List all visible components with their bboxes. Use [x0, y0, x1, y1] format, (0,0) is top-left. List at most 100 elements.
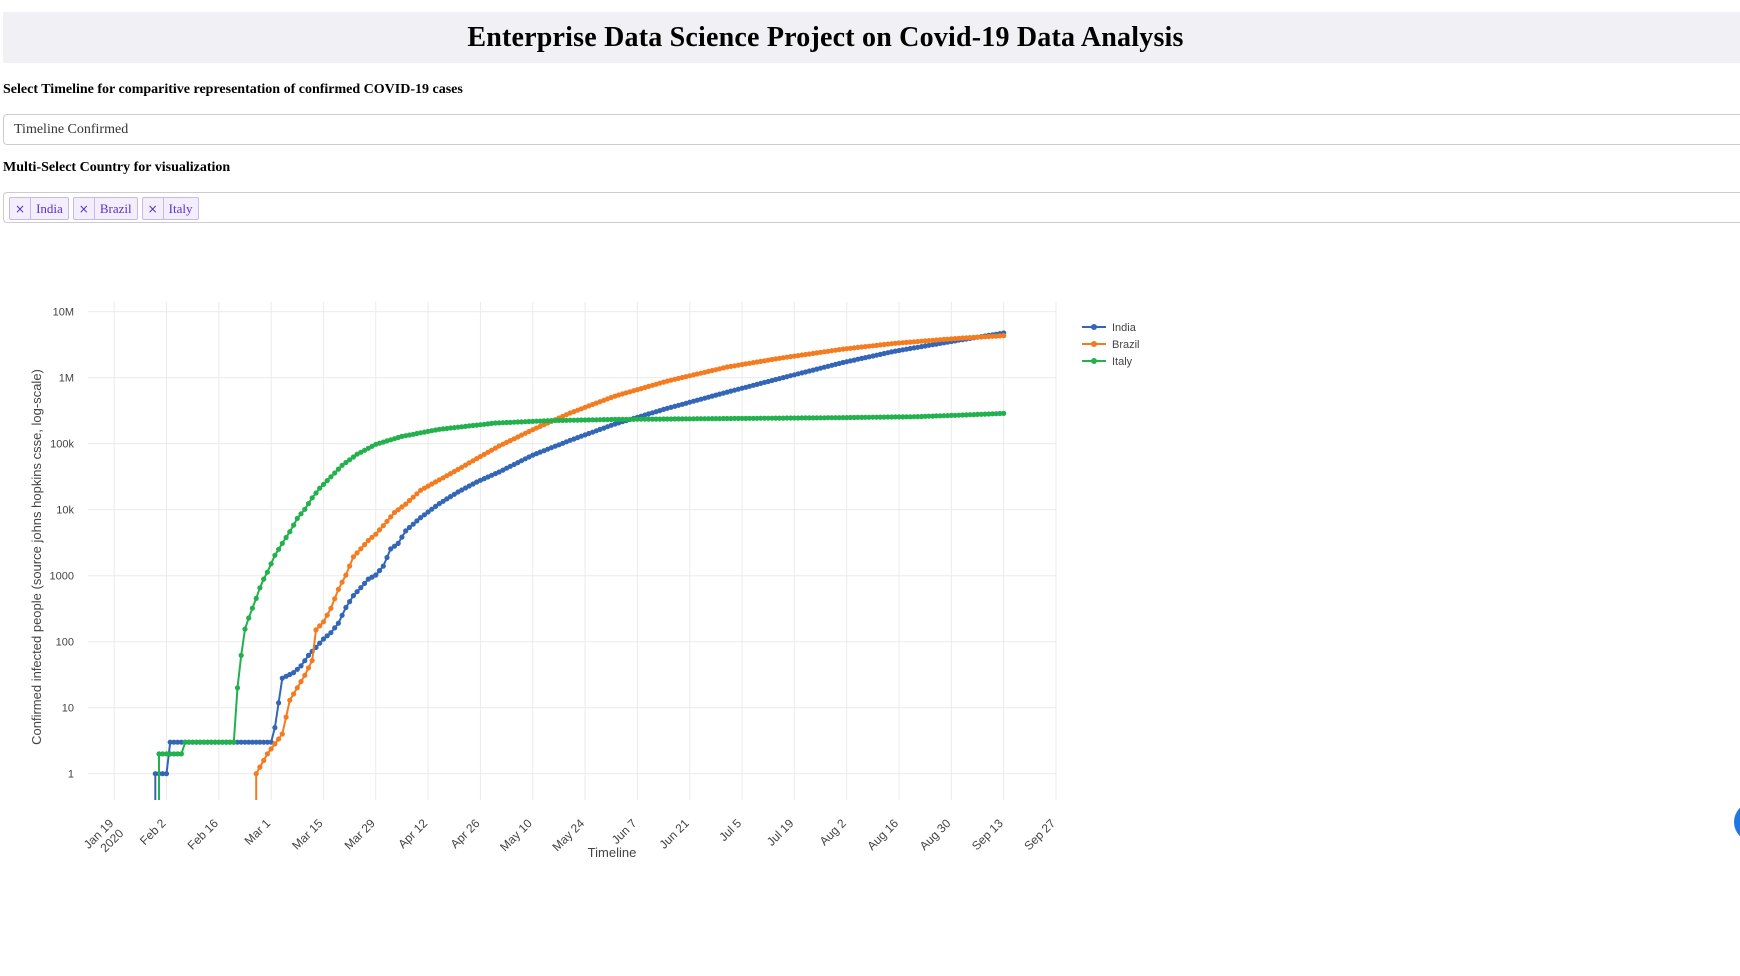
data-point	[960, 335, 966, 341]
data-point	[466, 460, 472, 466]
data-point	[178, 751, 184, 757]
legend: India Brazil Italy	[1082, 322, 1140, 368]
x-tick-label: Apr 26	[448, 816, 483, 851]
data-point	[201, 739, 207, 745]
data-point	[780, 415, 786, 421]
data-point	[347, 599, 353, 605]
remove-italy-icon[interactable]: ×	[143, 198, 164, 219]
data-point	[571, 417, 577, 423]
data-point	[205, 739, 211, 745]
data-point	[246, 615, 252, 621]
x-tick-label-group: Jun 21	[656, 816, 692, 852]
data-point	[283, 534, 289, 541]
data-point	[971, 412, 977, 418]
x-tick-label: Jun 7	[609, 816, 640, 847]
country-multiselect[interactable]: × India × Brazil × Italy	[3, 192, 1740, 223]
data-point	[601, 417, 607, 423]
data-point	[586, 417, 592, 423]
x-tick-label-group: Jun 7	[609, 816, 640, 847]
data-point	[440, 498, 446, 504]
data-point	[268, 561, 274, 567]
data-point	[963, 412, 969, 418]
data-point	[967, 335, 973, 341]
data-point	[930, 413, 936, 419]
data-point	[246, 739, 252, 745]
data-point	[705, 416, 712, 422]
legend-marker	[1091, 341, 1097, 347]
data-point	[881, 414, 887, 420]
data-point	[817, 415, 824, 421]
x-tick-label: Aug 30	[917, 816, 954, 853]
data-point	[238, 652, 244, 658]
data-point	[227, 739, 233, 745]
data-point	[948, 412, 955, 418]
data-point	[489, 420, 495, 426]
data-point	[986, 411, 992, 417]
data-point	[171, 739, 177, 745]
data-point	[623, 416, 629, 422]
data-point	[974, 334, 981, 340]
data-point	[997, 410, 1003, 417]
data-point	[732, 415, 738, 421]
country-tag-india: × India	[9, 197, 69, 220]
data-point	[291, 691, 297, 697]
remove-india-icon[interactable]: ×	[10, 198, 32, 219]
series-india	[152, 330, 1007, 800]
data-point	[668, 416, 674, 422]
data-point	[305, 501, 312, 507]
data-point	[817, 349, 824, 355]
data-point	[866, 343, 872, 349]
data-point	[261, 576, 267, 582]
data-point	[750, 415, 756, 421]
data-point	[903, 414, 910, 420]
data-point	[447, 471, 454, 477]
data-point	[406, 524, 412, 531]
y-tick-label: 100	[56, 637, 74, 649]
data-point	[877, 342, 883, 348]
data-point	[911, 414, 917, 420]
data-point	[496, 420, 502, 426]
x-tick-label: Jul 5	[716, 816, 744, 844]
data-point	[560, 417, 566, 423]
data-point	[406, 498, 412, 504]
legend-label: Italy	[1112, 356, 1133, 368]
x-tick-label-group: Feb 2	[137, 816, 169, 848]
data-point	[305, 665, 312, 671]
x-tick-label: Feb 16	[185, 816, 222, 853]
data-point	[885, 414, 891, 420]
data-point	[253, 739, 259, 745]
data-point	[810, 415, 816, 421]
data-point	[806, 415, 812, 421]
data-point	[608, 416, 614, 423]
data-point	[773, 415, 779, 421]
data-point	[724, 415, 730, 422]
x-tick-label-group: Mar 1	[242, 816, 274, 848]
data-point	[889, 414, 895, 420]
data-point	[328, 630, 334, 636]
series-brazil	[253, 333, 1007, 800]
data-point	[433, 503, 439, 509]
data-point	[335, 620, 341, 626]
data-point	[971, 334, 977, 340]
data-point	[234, 685, 241, 691]
data-point	[799, 415, 805, 421]
data-point	[604, 417, 611, 423]
floating-action-button[interactable]	[1734, 802, 1740, 842]
data-point	[332, 470, 338, 476]
data-point	[851, 414, 857, 421]
series-italy	[156, 410, 1007, 800]
y-tick-label: 10M	[53, 307, 74, 319]
country-tag-label: India	[36, 200, 63, 216]
data-point	[874, 414, 880, 420]
data-point	[160, 771, 166, 777]
data-point	[175, 751, 181, 757]
data-point	[507, 419, 513, 425]
data-point	[556, 417, 562, 423]
remove-brazil-icon[interactable]: ×	[74, 198, 95, 219]
timeline-dropdown[interactable]: Timeline Confirmed	[3, 114, 1740, 145]
data-point	[788, 415, 794, 421]
y-tick-label: 10	[62, 703, 74, 715]
x-tick-label: Aug 2	[817, 816, 849, 848]
data-point	[578, 417, 584, 423]
data-point	[530, 418, 536, 424]
